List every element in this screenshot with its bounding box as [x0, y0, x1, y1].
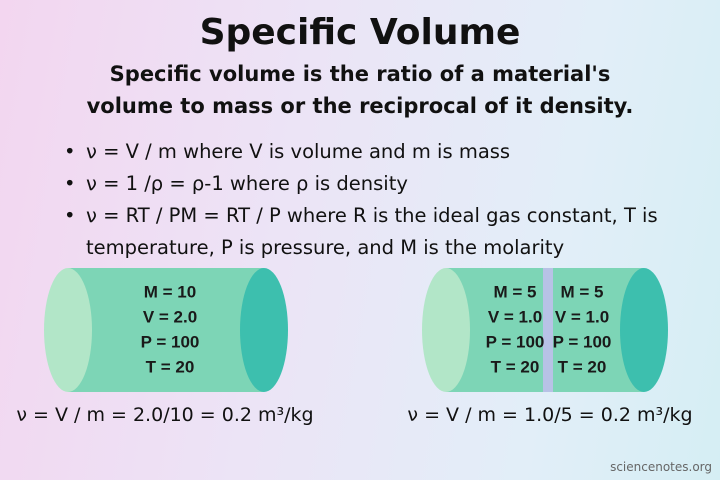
cylinder-body [68, 268, 264, 392]
cylinder-end [620, 268, 668, 392]
subtitle-line: volume to mass or the reciprocal of it d… [86, 94, 634, 118]
cylinder-label: M = 5 [561, 282, 604, 301]
formula: ν = V / m = 2.0/10 = 0.2 m³/kg [16, 404, 314, 426]
cylinder-end [44, 268, 92, 392]
bullet-list: ν = V / m where V is volume and m is mas… [62, 136, 694, 264]
cylinder-end [422, 268, 470, 392]
cylinder-label: M = 5 [494, 282, 537, 301]
formula: ν = V / m = 1.0/5 = 0.2 m³/kg [407, 404, 693, 426]
cylinder-label: V = 1.0 [488, 307, 542, 326]
bullet: ν = 1 /ρ = ρ-1 where ρ is density [64, 168, 694, 200]
cylinder-label: P = 100 [486, 332, 545, 351]
cylinder-label: T = 20 [491, 357, 540, 376]
cylinder-label: T = 20 [146, 357, 195, 376]
title: Specific Volume [199, 12, 521, 53]
bullet: ν = V / m where V is volume and m is mas… [64, 136, 694, 168]
cylinder-label: P = 100 [141, 332, 200, 351]
cylinder-label: P = 100 [553, 332, 612, 351]
bullet: ν = RT / PM = RT / P where R is the idea… [64, 200, 694, 264]
credit: sciencenotes.org [610, 460, 712, 474]
cylinder-label: M = 10 [144, 282, 196, 301]
subtitle-line: Specific volume is the ratio of a materi… [109, 62, 611, 86]
cylinder-divider [543, 268, 553, 392]
cylinder-label: V = 1.0 [555, 307, 609, 326]
cylinder-label: T = 20 [558, 357, 607, 376]
cylinder-label: V = 2.0 [143, 307, 197, 326]
cylinder-end [240, 268, 288, 392]
